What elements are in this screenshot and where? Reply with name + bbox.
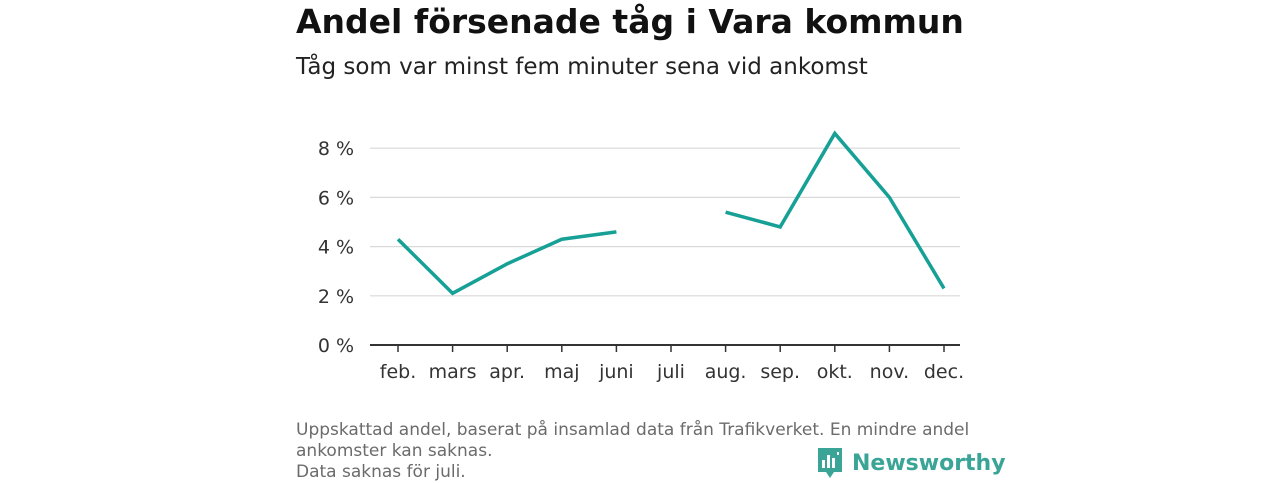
- footer-line-3: Data saknas för juli.: [296, 462, 466, 482]
- brand-logo: Newsworthy: [816, 446, 1006, 480]
- x-tick-label: sep.: [760, 361, 800, 383]
- y-tick-label: 0 %: [318, 335, 354, 357]
- x-tick-label: okt.: [817, 361, 853, 383]
- x-tick-label: aug.: [705, 361, 747, 383]
- x-tick-label: dec.: [924, 361, 964, 383]
- x-tick-label: juli: [656, 361, 685, 383]
- x-tick-label: mars: [429, 361, 477, 383]
- grid-lines: [370, 147, 960, 346]
- x-axis-tick-labels: feb. mars apr. maj juni juli aug. sep. okt. nov. d…: [380, 345, 964, 383]
- footer-line-1: Uppskattad andel, baserat på insamlad da…: [296, 420, 970, 440]
- x-tick-label: maj: [544, 361, 579, 383]
- chart-title: Andel försenade tåg i Vara kommun: [296, 2, 964, 41]
- brand-name: Newsworthy: [852, 450, 1006, 476]
- x-tick-label: juni: [598, 361, 634, 383]
- series-lines: [396, 130, 946, 296]
- y-tick-label: 8 %: [318, 138, 354, 160]
- footer-note: Uppskattad andel, baserat på insamlad da…: [296, 420, 996, 483]
- x-tick-label: feb.: [380, 361, 416, 383]
- x-tick-label: apr.: [489, 361, 525, 383]
- y-tick-label: 4 %: [318, 237, 354, 259]
- y-tick-label: 2 %: [318, 286, 354, 308]
- y-tick-label: 6 %: [318, 187, 354, 209]
- chart-subtitle: Tåg som var minst fem minuter sena vid a…: [296, 54, 868, 80]
- series-line-segment: [725, 130, 946, 290]
- series-line-segment: [396, 230, 617, 296]
- y-axis-tick-labels: 0 % 2 % 4 % 6 % 8 %: [318, 138, 354, 357]
- bar-chart-logo-icon: [818, 448, 842, 478]
- footer-line-2: ankomster kan saknas.: [296, 441, 493, 461]
- x-tick-label: nov.: [870, 361, 909, 383]
